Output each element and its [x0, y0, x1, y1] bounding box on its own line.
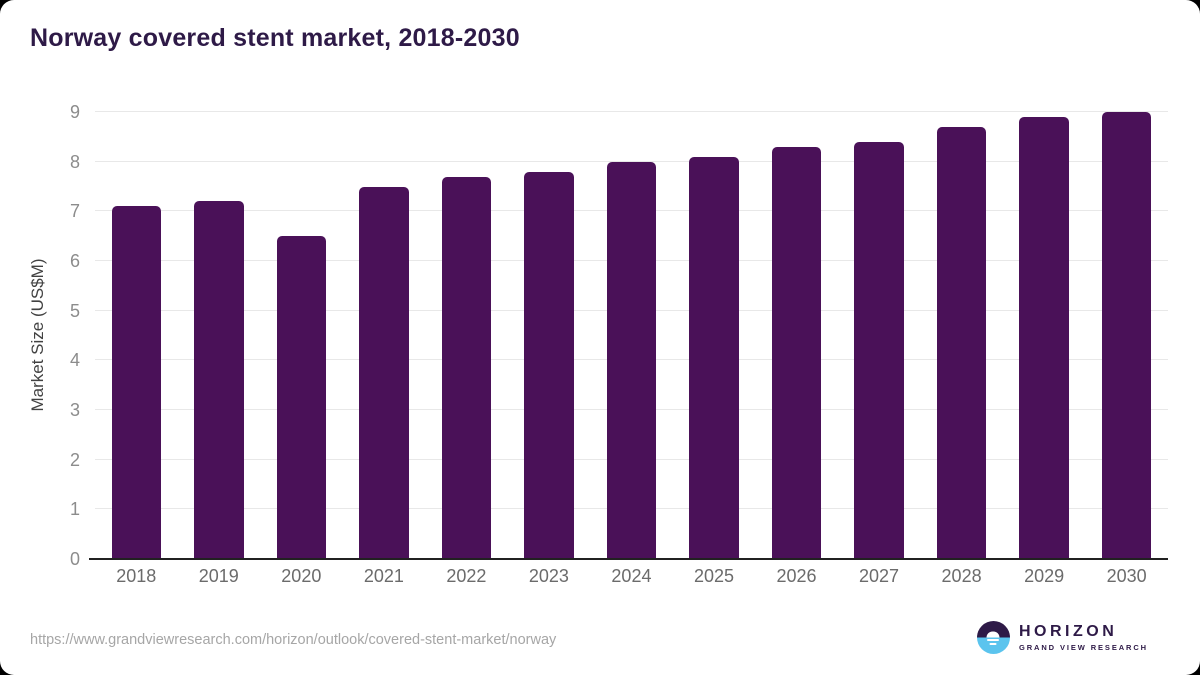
bar-slot-2019 [178, 112, 261, 559]
x-tick-2025: 2025 [693, 566, 734, 586]
bar-2030 [1101, 112, 1152, 559]
bar-slot-2027 [838, 112, 921, 559]
x-axis-labels: 2018 2019 2020 2021 2022 2023 2024 2025 2026 2027… [95, 566, 1168, 587]
bar-2023 [524, 171, 574, 559]
bar-2027 [854, 141, 904, 559]
bar-2019 [194, 201, 244, 559]
bar-2020 [276, 236, 327, 559]
x-tick-2020: 2020 [281, 566, 322, 586]
bar-2025 [689, 156, 739, 559]
bar-slot-2021 [343, 112, 426, 559]
bar-slot-2024 [590, 112, 673, 559]
y-tick-1: 1 [69, 499, 80, 520]
horizon-logo: HORIZON GRAND VIEW RESEARCH [976, 621, 1148, 654]
plot-area [89, 111, 1168, 560]
bar-2028 [936, 126, 987, 559]
x-tick-2027: 2027 [859, 566, 900, 586]
bar-2018 [111, 206, 162, 559]
bar-slot-2029 [1003, 112, 1086, 559]
source-url: https://www.grandviewresearch.com/horizo… [30, 632, 557, 648]
logo-subtitle: GRAND VIEW RESEARCH [1018, 642, 1148, 652]
y-tick-0: 0 [69, 549, 80, 569]
y-tick-3: 3 [69, 400, 80, 421]
y-tick-4: 4 [69, 350, 80, 371]
bars [95, 112, 1168, 559]
bar-slot-2025 [673, 112, 756, 559]
bar-2029 [1019, 116, 1069, 559]
y-axis-ticks: 0 1 2 3 4 5 6 7 8 9 [0, 103, 80, 568]
x-tick-2026: 2026 [776, 566, 817, 586]
x-tick-2023: 2023 [528, 566, 569, 586]
x-tick-2019: 2019 [198, 566, 239, 586]
sunset-circle-icon [976, 621, 1010, 654]
bar-2022 [441, 176, 492, 559]
y-tick-2: 2 [69, 449, 80, 470]
x-tick-2018: 2018 [116, 566, 157, 586]
y-tick-6: 6 [69, 251, 80, 272]
x-tick-2029: 2029 [1024, 566, 1065, 586]
x-tick-2022: 2022 [446, 566, 487, 586]
x-axis-line [89, 558, 1168, 560]
bar-slot-2030 [1085, 112, 1168, 559]
bar-2024 [606, 161, 657, 559]
y-tick-9: 9 [69, 102, 80, 122]
bar-slot-2026 [755, 112, 838, 559]
logo-text: HORIZON GRAND VIEW RESEARCH [1019, 623, 1148, 652]
x-tick-2024: 2024 [611, 566, 652, 586]
logo-name: HORIZON [1018, 623, 1118, 641]
bar-slot-2018 [95, 112, 178, 559]
gridline-9 [95, 111, 1168, 112]
bar-slot-2020 [260, 112, 343, 559]
bar-slot-2023 [508, 112, 591, 559]
x-tick-2028: 2028 [941, 566, 982, 586]
y-tick-5: 5 [69, 300, 80, 321]
y-tick-7: 7 [69, 201, 80, 222]
x-tick-2021: 2021 [363, 566, 404, 586]
chart-title: Norway covered stent market, 2018-2030 [30, 24, 520, 52]
bar-2026 [771, 146, 822, 559]
bar-2021 [359, 186, 409, 559]
gridline-8 [95, 160, 1168, 162]
x-tick-2030: 2030 [1106, 566, 1147, 586]
bar-slot-2028 [920, 112, 1003, 559]
bar-slot-2022 [425, 112, 508, 559]
y-tick-8: 8 [69, 151, 80, 172]
